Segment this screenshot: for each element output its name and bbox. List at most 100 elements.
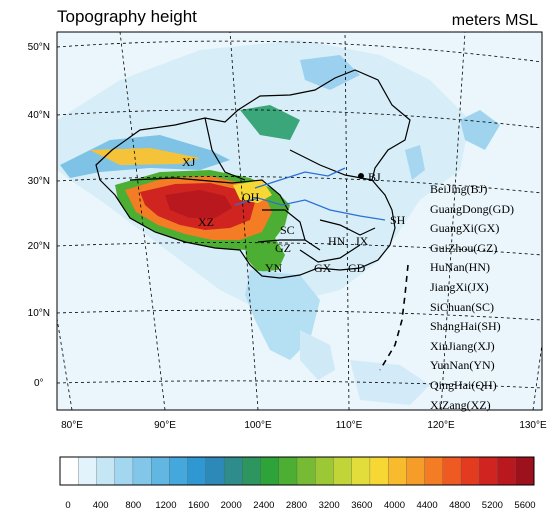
rivers xyxy=(234,167,386,221)
legend-item: SiChuan(SC) xyxy=(430,299,495,314)
legend-item: GuangXi(GX) xyxy=(430,221,500,236)
colorbar-tick-label: 0 xyxy=(65,500,70,511)
colorbar-segment xyxy=(406,456,426,486)
colorbar-tick-label: 400 xyxy=(93,500,109,511)
colorbar-segment xyxy=(278,456,298,486)
maritime-boundary xyxy=(379,264,409,371)
lat-label-0: 0° xyxy=(34,378,44,389)
colorbar-segment xyxy=(460,456,480,486)
lon-label-80: 80°E xyxy=(61,420,83,431)
terrain-layer xyxy=(57,40,500,405)
province-label-xj: XJ xyxy=(182,155,196,169)
colorbar-segment xyxy=(223,456,243,486)
colorbar-tick-label: 4800 xyxy=(449,500,470,511)
plateau-peak xyxy=(165,190,232,218)
colorbar-tick-label: 800 xyxy=(125,500,141,511)
japan-land xyxy=(460,110,500,150)
yangtze-river xyxy=(234,197,386,221)
colorbar-segment xyxy=(187,456,207,486)
legend-item: XinJiang(XJ) xyxy=(430,338,495,353)
province-label-hn: HN xyxy=(328,234,346,248)
china-outline xyxy=(95,69,411,279)
lat-label-30: 30°N xyxy=(28,176,50,187)
colorbar-segment xyxy=(150,456,170,486)
border-sc xyxy=(262,209,306,241)
province-label-xz: XZ xyxy=(198,215,214,229)
colorbar-tick-label: 2400 xyxy=(253,500,274,511)
legend-item: QingHai(QH) xyxy=(430,377,497,392)
legend-item: BeiJing(BJ) xyxy=(430,182,488,196)
province-label-sc: SC xyxy=(280,223,295,237)
map-border xyxy=(56,31,543,411)
colorbar-tick-label: 3200 xyxy=(319,500,340,511)
border-hn-jx xyxy=(319,219,376,236)
beijing-marker xyxy=(358,173,364,179)
lat-label-50: 50°N xyxy=(28,42,50,53)
colorbar-tick-label: 4400 xyxy=(416,500,437,511)
province-label-bj: BJ xyxy=(368,170,381,184)
province-label-jx: JX xyxy=(355,234,369,248)
colorbar-segment xyxy=(96,456,116,486)
colorbar-segment xyxy=(114,456,134,486)
colorbar-segment xyxy=(424,456,444,486)
lon-label-100: 100°E xyxy=(244,420,272,431)
legend-item: HuNan(HN) xyxy=(430,260,490,275)
northern-highland xyxy=(240,105,300,140)
tianshan-high xyxy=(90,148,200,165)
colorbar-segment xyxy=(59,456,79,486)
map-title: Topography height xyxy=(57,7,197,26)
malay-peninsula xyxy=(300,330,335,380)
lat-line-30 xyxy=(57,176,542,194)
borneo-land xyxy=(350,360,430,405)
colorbar-tick-label: 1600 xyxy=(188,500,209,511)
yellow-river xyxy=(254,167,346,189)
colorbar-segment xyxy=(315,456,334,486)
lat-line-40 xyxy=(57,109,542,129)
colorbar-segment xyxy=(242,456,261,486)
legend-item: XiZang(XZ) xyxy=(430,397,491,412)
lon-label-120: 120°E xyxy=(427,420,455,431)
colorbar-segment xyxy=(78,456,97,486)
border-qh xyxy=(231,179,289,211)
colorbar-segment xyxy=(132,456,152,486)
province-label-yn: YN xyxy=(265,261,283,275)
land-low xyxy=(57,40,470,310)
units-label: meters MSL xyxy=(451,12,538,29)
lat-line-20 xyxy=(57,242,542,256)
colorbar-segment xyxy=(333,456,353,486)
lon-label-90: 90°E xyxy=(154,420,176,431)
colorbar-tick-label: 1200 xyxy=(155,500,176,511)
colorbar-segment xyxy=(169,456,189,486)
province-label-gd: GD xyxy=(348,261,366,275)
colorbar-tick-label: 2000 xyxy=(221,500,242,511)
legend-item: GuiZhou(GZ) xyxy=(430,240,498,255)
colorbar: 0 400 800 1200 1600 2000 2400 2800 3200 3600 4000 4… xyxy=(59,456,536,511)
border-gz xyxy=(257,239,321,251)
province-label-qh: QH xyxy=(242,190,260,204)
colorbar-segment xyxy=(387,456,407,486)
colorbar-segment xyxy=(205,456,225,486)
colorbar-frame xyxy=(59,456,535,486)
border-xj-east xyxy=(204,117,246,181)
province-legend: BeiJing(BJ) GuangDong(GD) GuangXi(GX) Gu… xyxy=(430,180,548,415)
colorbar-segment xyxy=(479,456,498,486)
colorbar-segment xyxy=(515,456,535,486)
colorbar-segment xyxy=(369,456,389,486)
legend-item: ShangHai(SH) xyxy=(430,319,501,334)
colorbar-segment xyxy=(442,456,462,486)
mongolia-highland xyxy=(300,55,360,90)
colorbar-segment xyxy=(497,456,517,486)
lat-label-10: 10°N xyxy=(28,308,50,319)
yunnan-highland xyxy=(245,238,285,272)
korea-land xyxy=(405,145,425,180)
colorbar-segment xyxy=(260,456,280,486)
colorbar-tick-label: 3600 xyxy=(351,500,372,511)
legend-item: GuangDong(GD) xyxy=(430,201,514,216)
province-label-sh: SH xyxy=(390,213,406,227)
lon-label-130: 130°E xyxy=(519,420,547,431)
colorbar-tick-label: 4000 xyxy=(384,500,405,511)
border-xj-south xyxy=(129,177,233,184)
legend-item: YunNan(YN) xyxy=(430,358,495,373)
colorbar-segment xyxy=(296,456,316,486)
